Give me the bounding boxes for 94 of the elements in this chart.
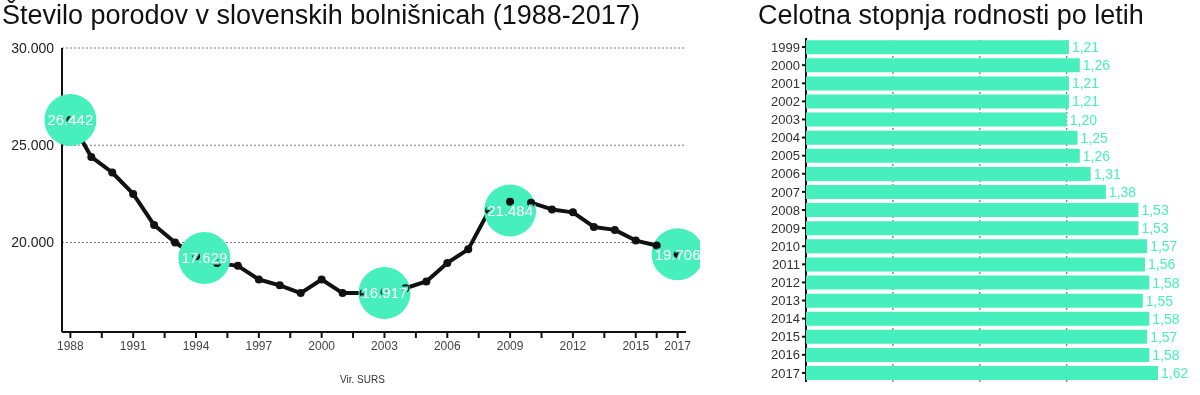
bar [806,76,1069,91]
x-tick-label: 2012 [559,339,587,353]
data-label: 1,58 [1152,310,1180,327]
point [108,168,117,177]
bar [806,366,1158,381]
bar [806,257,1145,272]
point [233,261,242,270]
data-label: 1,53 [1141,202,1169,219]
y-tick-label: 2013 [771,293,800,309]
data-label: 1,58 [1152,274,1180,291]
point [296,289,305,298]
bar [806,311,1150,326]
y-tick-label: 1999 [771,39,800,55]
x-tick-label: 2015 [622,339,650,353]
y-tick-label: 2004 [771,130,800,146]
x-tick-label: 2000 [308,339,336,353]
y-tick-label: 2012 [771,275,800,291]
bar [806,347,1150,362]
bar [806,112,1067,127]
data-label: 1,38 [1108,184,1137,201]
y-tick-label: 2017 [771,365,800,381]
point [338,289,347,298]
point [589,222,598,231]
point [171,238,180,247]
point [631,236,640,245]
point [254,275,263,284]
data-label: 1,55 [1145,292,1174,309]
text: Vir. SURS [340,374,385,385]
data-label: 1,20 [1069,111,1098,128]
x-tick-label: 1994 [182,339,210,353]
bar [806,166,1091,181]
data-label: 1,21 [1071,39,1100,56]
y-tick-label: 2000 [771,57,800,73]
bar [806,148,1080,163]
point [422,277,431,286]
y-tick-label: 2002 [771,93,800,109]
point [87,152,96,161]
chart-title: Celotna stopnja rodnosti po letih [758,0,1144,31]
chart-title: Število porodov v slovenskih bolnišnicah (1988-2017) [2,0,640,31]
bar [806,94,1069,109]
x-tick-label: 2009 [496,339,524,353]
data-label: 1,56 [1147,256,1176,273]
point [610,225,619,234]
point [443,258,452,267]
point [568,208,577,217]
bar [806,58,1080,73]
y-tick-label: 2005 [771,148,800,164]
data-label: 1,26 [1082,57,1111,74]
annotation: 19.706 [654,245,701,263]
bar [806,130,1078,145]
point [129,189,138,198]
y-tick-label: 2016 [771,347,800,363]
x-tick-label: 2017 [664,339,692,353]
y-tick-label: 2011 [772,256,800,272]
bar [806,275,1150,290]
data-label: 1,26 [1082,147,1111,164]
point [464,245,473,254]
y-tick-label: 30.000 [11,39,55,56]
point [652,241,661,250]
bar [806,329,1148,344]
data-label: 1,62 [1161,365,1189,382]
x-tick-label: 2003 [371,339,399,353]
y-tick-label: 2001 [771,75,800,91]
bar [806,239,1148,254]
point [275,281,284,290]
y-tick-label: 2014 [771,311,800,327]
x-tick-label: 1997 [245,339,273,353]
data-label: 1,53 [1141,220,1169,237]
data-label: 1,58 [1152,346,1180,363]
point [317,275,326,284]
data-label: 1,25 [1080,129,1109,146]
y-tick-label: 2010 [771,238,800,254]
bar [806,40,1069,55]
point [150,221,159,230]
data-label: 1,31 [1093,165,1122,182]
bar [806,293,1143,308]
data-label: 1,21 [1071,93,1100,110]
bar [806,203,1139,218]
data-label: 1,57 [1150,328,1178,345]
x-tick-label: 2006 [433,339,461,353]
x-tick-label: 1991 [119,339,147,353]
y-tick-label: 2007 [771,184,800,200]
data-label: 1,57 [1150,238,1178,255]
y-tick-label: 2006 [771,166,800,182]
x-tick-label: 1988 [57,339,85,353]
y-tick-label: 2003 [771,112,800,128]
y-tick-label: 25.000 [11,137,55,154]
y-tick-label: 20.000 [11,234,55,251]
y-tick-label: 2009 [771,220,800,236]
bar [806,185,1106,200]
data-label: 1,21 [1071,75,1100,92]
point [547,205,556,214]
bar [806,221,1139,236]
y-tick-label: 2008 [771,202,800,218]
